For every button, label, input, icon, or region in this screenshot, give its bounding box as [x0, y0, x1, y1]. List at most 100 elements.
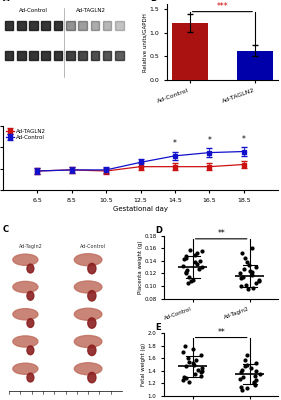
Bar — [90, 21, 99, 30]
Text: Ad-TagIn2: Ad-TagIn2 — [19, 244, 42, 249]
Text: ***: *** — [217, 2, 228, 11]
Point — [241, 273, 245, 280]
Bar — [17, 51, 26, 60]
Point — [239, 383, 243, 390]
Point — [243, 254, 248, 261]
Point — [243, 363, 248, 370]
Point — [238, 270, 243, 277]
Point — [183, 254, 188, 261]
Bar — [237, 51, 273, 80]
Point — [185, 267, 189, 274]
Point — [198, 258, 202, 264]
Text: *: * — [207, 136, 211, 145]
Point — [251, 285, 256, 291]
Point — [253, 264, 258, 270]
Point — [184, 363, 189, 369]
Y-axis label: Placenta weight (g): Placenta weight (g) — [138, 240, 143, 294]
Point — [257, 278, 262, 284]
Point — [237, 376, 242, 382]
Bar — [5, 21, 13, 30]
Bar — [42, 21, 50, 30]
Y-axis label: Fetal weight (g): Fetal weight (g) — [141, 343, 146, 386]
Point — [200, 364, 205, 371]
Bar — [103, 51, 112, 60]
Text: Ad-TAGLN2: Ad-TAGLN2 — [76, 8, 106, 13]
Point — [192, 371, 197, 377]
Point — [239, 386, 244, 393]
Y-axis label: Relative units/GAPDH: Relative units/GAPDH — [143, 13, 148, 72]
Ellipse shape — [88, 290, 96, 301]
Point — [252, 380, 257, 387]
Point — [239, 369, 243, 375]
Point — [196, 366, 201, 373]
Bar — [78, 21, 87, 30]
Ellipse shape — [88, 372, 96, 383]
Ellipse shape — [74, 336, 102, 348]
Ellipse shape — [88, 345, 96, 356]
Bar — [17, 21, 26, 30]
Point — [243, 356, 247, 363]
Text: **: ** — [217, 229, 225, 238]
Bar — [172, 23, 208, 80]
Point — [183, 253, 188, 260]
Point — [257, 371, 262, 377]
Point — [188, 247, 192, 253]
Point — [191, 361, 196, 368]
Point — [186, 273, 191, 280]
Ellipse shape — [88, 263, 96, 274]
Bar — [66, 51, 75, 60]
Point — [181, 256, 186, 262]
Text: *: * — [173, 139, 177, 148]
Text: Ad-Control: Ad-Control — [19, 8, 48, 13]
Point — [182, 374, 187, 380]
Ellipse shape — [27, 346, 34, 355]
Point — [181, 349, 185, 355]
Bar — [42, 51, 50, 60]
Bar — [78, 51, 87, 60]
Point — [184, 269, 188, 275]
Point — [199, 373, 203, 379]
Point — [257, 276, 261, 283]
Point — [241, 266, 246, 272]
Point — [198, 369, 203, 375]
Point — [192, 251, 197, 258]
Point — [200, 368, 204, 374]
Text: B: B — [150, 0, 156, 3]
Point — [254, 368, 258, 374]
Text: A: A — [3, 0, 9, 3]
Bar — [103, 21, 112, 30]
Point — [244, 361, 249, 368]
Point — [183, 342, 187, 349]
Ellipse shape — [27, 373, 34, 382]
Point — [181, 377, 185, 384]
Ellipse shape — [13, 336, 38, 347]
Point — [239, 275, 243, 281]
Ellipse shape — [13, 281, 38, 292]
Text: E: E — [155, 323, 161, 332]
Point — [254, 360, 259, 366]
Ellipse shape — [74, 281, 102, 293]
Text: Ad-Control: Ad-Control — [80, 244, 106, 249]
Point — [240, 250, 244, 256]
Text: *: * — [242, 135, 246, 144]
Text: C: C — [3, 226, 9, 234]
Bar — [29, 51, 38, 60]
Point — [253, 382, 257, 388]
Point — [239, 283, 244, 289]
Ellipse shape — [74, 363, 102, 375]
Text: **: ** — [217, 328, 225, 337]
Point — [243, 282, 248, 288]
Ellipse shape — [74, 254, 102, 266]
Point — [240, 366, 244, 373]
Bar — [115, 21, 124, 30]
Point — [246, 286, 251, 292]
Point — [197, 266, 202, 272]
Bar — [54, 21, 62, 30]
Point — [200, 264, 205, 270]
Point — [245, 259, 249, 265]
Point — [249, 269, 254, 275]
Point — [192, 259, 197, 265]
Bar — [5, 51, 13, 60]
Point — [191, 360, 195, 366]
Point — [191, 276, 195, 283]
